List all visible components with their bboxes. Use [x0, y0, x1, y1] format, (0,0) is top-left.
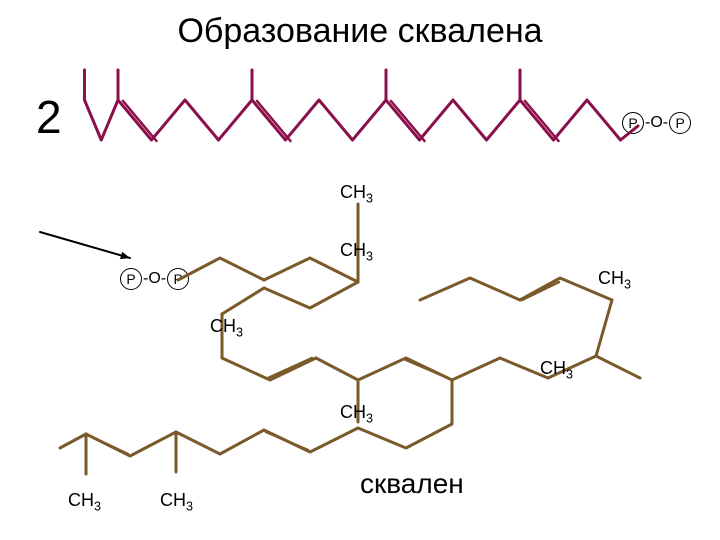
ch3-label: CH3	[340, 182, 373, 206]
ch3-label: CH3	[598, 268, 631, 292]
ch3-label: CH3	[340, 240, 373, 264]
ch3-label: CH3	[68, 490, 101, 514]
ch3-label: CH3	[210, 316, 243, 340]
diagram-canvas: Образование сквалена 2 P-O-P P-O-P сквал…	[0, 0, 720, 540]
ch3-label: CH3	[540, 358, 573, 382]
ch3-label: CH3	[160, 490, 193, 514]
ch3-label: CH3	[340, 402, 373, 426]
